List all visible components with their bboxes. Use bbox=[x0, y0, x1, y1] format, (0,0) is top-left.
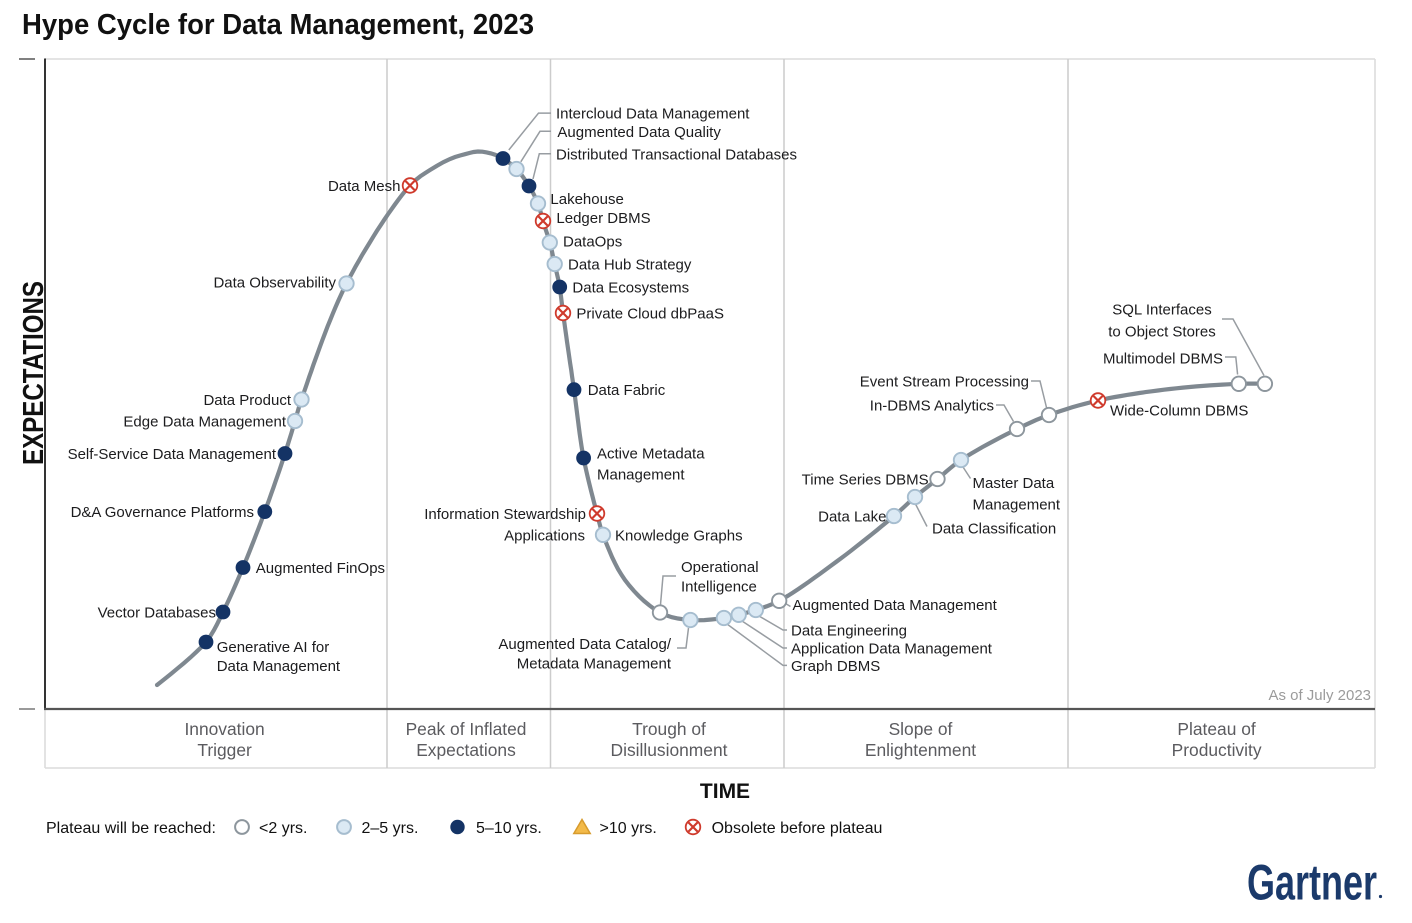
svg-text:to Object Stores: to Object Stores bbox=[1108, 324, 1216, 341]
svg-text:Intercloud Data Management: Intercloud Data Management bbox=[556, 106, 750, 123]
svg-text:Peak of Inflated: Peak of Inflated bbox=[406, 719, 527, 739]
svg-text:Gartner: Gartner bbox=[1247, 855, 1377, 911]
svg-text:Data Hub Strategy: Data Hub Strategy bbox=[568, 257, 692, 274]
svg-text:Disillusionment: Disillusionment bbox=[611, 740, 728, 760]
svg-text:Data Lake: Data Lake bbox=[818, 509, 886, 526]
svg-text:5–10 yrs.: 5–10 yrs. bbox=[476, 820, 542, 837]
svg-text:Data Observability: Data Observability bbox=[213, 275, 336, 292]
svg-text:D&A Governance Platforms: D&A Governance Platforms bbox=[71, 504, 254, 521]
svg-text:TIME: TIME bbox=[700, 780, 750, 803]
svg-text:Data Ecosystems: Data Ecosystems bbox=[572, 280, 689, 297]
svg-text:Augmented FinOps: Augmented FinOps bbox=[256, 560, 385, 577]
svg-text:Edge Data Management: Edge Data Management bbox=[123, 414, 286, 431]
svg-text:>10 yrs.: >10 yrs. bbox=[600, 820, 657, 837]
svg-text:Applications: Applications bbox=[504, 527, 585, 544]
svg-text:As of July 2023: As of July 2023 bbox=[1268, 687, 1371, 704]
svg-text:Augmented Data Quality: Augmented Data Quality bbox=[557, 124, 721, 141]
svg-text:Self-Service Data Management: Self-Service Data Management bbox=[68, 446, 277, 463]
svg-text:Multimodel DBMS: Multimodel DBMS bbox=[1103, 351, 1223, 368]
svg-text:Data Mesh: Data Mesh bbox=[328, 178, 401, 195]
svg-text:Slope of: Slope of bbox=[889, 719, 953, 739]
svg-text:Expectations: Expectations bbox=[416, 740, 516, 760]
svg-text:Information Stewardship: Information Stewardship bbox=[424, 506, 586, 523]
svg-text:In-DBMS Analytics: In-DBMS Analytics bbox=[870, 398, 994, 415]
svg-text:Knowledge Graphs: Knowledge Graphs bbox=[615, 527, 743, 544]
svg-text:Master Data: Master Data bbox=[973, 475, 1055, 492]
svg-text:Operational: Operational bbox=[681, 559, 759, 576]
svg-text:Vector Databases: Vector Databases bbox=[98, 605, 216, 622]
svg-text:Generative AI for: Generative AI for bbox=[217, 639, 330, 656]
svg-text:Data Product: Data Product bbox=[203, 392, 291, 409]
svg-text:Metadata Management: Metadata Management bbox=[517, 656, 672, 673]
svg-text:Intelligence: Intelligence bbox=[681, 579, 757, 596]
svg-text:Data Management: Data Management bbox=[217, 658, 341, 675]
svg-text:Data Classification: Data Classification bbox=[932, 521, 1056, 538]
svg-text:SQL Interfaces: SQL Interfaces bbox=[1112, 302, 1212, 319]
svg-text:Plateau of: Plateau of bbox=[1177, 719, 1255, 739]
svg-text:Enlightenment: Enlightenment bbox=[865, 740, 976, 760]
svg-text:EXPECTATIONS: EXPECTATIONS bbox=[18, 281, 50, 465]
svg-text:Trough of: Trough of bbox=[632, 719, 706, 739]
svg-text:<2 yrs.: <2 yrs. bbox=[259, 820, 307, 837]
svg-text:Trigger: Trigger bbox=[197, 740, 252, 760]
svg-text:Hype Cycle for Data Management: Hype Cycle for Data Management, 2023 bbox=[22, 9, 534, 41]
svg-text:Management: Management bbox=[973, 497, 1061, 514]
svg-text:2–5 yrs.: 2–5 yrs. bbox=[362, 820, 419, 837]
svg-text:Graph DBMS: Graph DBMS bbox=[791, 658, 880, 675]
svg-text:Distributed Transactional Data: Distributed Transactional Databases bbox=[556, 146, 797, 163]
svg-text:Productivity: Productivity bbox=[1172, 740, 1262, 760]
svg-text:Active Metadata: Active Metadata bbox=[597, 446, 705, 463]
svg-text:Lakehouse: Lakehouse bbox=[550, 191, 623, 208]
svg-text:Innovation: Innovation bbox=[184, 719, 264, 739]
svg-text:Data Engineering: Data Engineering bbox=[791, 623, 907, 640]
svg-text:Time Series DBMS: Time Series DBMS bbox=[802, 472, 929, 489]
svg-text:Data Fabric: Data Fabric bbox=[588, 382, 666, 399]
svg-text:Augmented Data Management: Augmented Data Management bbox=[793, 597, 998, 614]
svg-text:Obsolete before plateau: Obsolete before plateau bbox=[712, 820, 883, 837]
svg-text:Application Data Management: Application Data Management bbox=[791, 641, 993, 658]
svg-text:Event Stream Processing: Event Stream Processing bbox=[860, 374, 1029, 391]
svg-text:Wide-Column DBMS: Wide-Column DBMS bbox=[1110, 403, 1248, 420]
svg-text:Management: Management bbox=[597, 467, 685, 484]
svg-text:Ledger DBMS: Ledger DBMS bbox=[556, 210, 650, 227]
svg-text:DataOps: DataOps bbox=[563, 234, 622, 251]
svg-text:Private Cloud dbPaaS: Private Cloud dbPaaS bbox=[576, 306, 724, 323]
svg-text:Plateau will be reached:: Plateau will be reached: bbox=[46, 820, 216, 837]
svg-text:Augmented Data Catalog/: Augmented Data Catalog/ bbox=[498, 636, 671, 653]
